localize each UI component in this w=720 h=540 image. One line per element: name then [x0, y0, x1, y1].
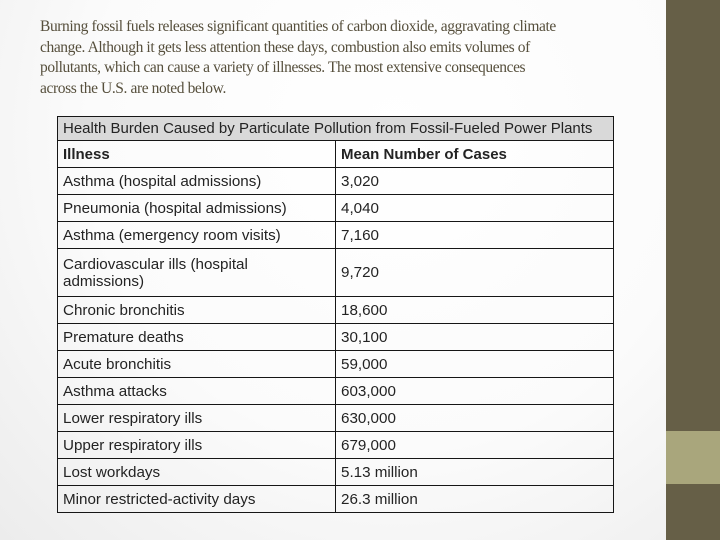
cases-cell: 4,040	[335, 194, 614, 222]
illness-cell: Pneumonia (hospital admissions)	[57, 194, 336, 222]
illness-cell: Chronic bronchitis	[57, 296, 336, 324]
table-header-row: Illness Mean Number of Cases	[57, 140, 614, 168]
illness-cell: Asthma (emergency room visits)	[57, 221, 336, 249]
right-decoration-accent-square	[666, 431, 720, 484]
table-row: Upper respiratory ills 679,000	[57, 431, 614, 459]
illness-cell: Upper respiratory ills	[57, 431, 336, 459]
cases-cell: 59,000	[335, 350, 614, 378]
illness-cell: Asthma attacks	[57, 377, 336, 405]
illness-cell: Lost workdays	[57, 458, 336, 486]
table-row: Minor restricted-activity days 26.3 mill…	[57, 485, 614, 513]
table-row: Asthma (emergency room visits) 7,160	[57, 221, 614, 249]
table-row: Lower respiratory ills 630,000	[57, 404, 614, 432]
cases-cell: 26.3 million	[335, 485, 614, 513]
illness-cell: Premature deaths	[57, 323, 336, 351]
illness-cell: Asthma (hospital admissions)	[57, 167, 336, 195]
cases-cell: 630,000	[335, 404, 614, 432]
intro-line: Burning fossil fuels releases significan…	[40, 18, 556, 35]
table-row: Lost workdays 5.13 million	[57, 458, 614, 486]
cases-cell: 18,600	[335, 296, 614, 324]
table-row: Pneumonia (hospital admissions) 4,040	[57, 194, 614, 222]
column-header-cases: Mean Number of Cases	[335, 140, 614, 168]
cases-cell: 9,720	[335, 248, 614, 297]
cases-cell: 679,000	[335, 431, 614, 459]
column-header-illness: Illness	[57, 140, 336, 168]
cases-cell: 7,160	[335, 221, 614, 249]
intro-line: across the U.S. are noted below.	[40, 79, 226, 97]
intro-line: change. Although it gets less attention …	[40, 38, 530, 56]
cases-cell: 603,000	[335, 377, 614, 405]
table-row: Asthma attacks 603,000	[57, 377, 614, 405]
table-row: Chronic bronchitis 18,600	[57, 296, 614, 324]
table-title-row: Health Burden Caused by Particulate Poll…	[57, 116, 614, 141]
illness-cell: Minor restricted-activity days	[57, 485, 336, 513]
table-row: Acute bronchitis 59,000	[57, 350, 614, 378]
table-row: Asthma (hospital admissions) 3,020	[57, 167, 614, 195]
table-row: Premature deaths 30,100	[57, 323, 614, 351]
table-title: Health Burden Caused by Particulate Poll…	[57, 116, 614, 141]
health-burden-table: Health Burden Caused by Particulate Poll…	[57, 116, 614, 513]
cases-cell: 5.13 million	[335, 458, 614, 486]
intro-line: pollutants, which can cause a variety of…	[40, 59, 526, 76]
intro-paragraph: Burning fossil fuels releases significan…	[40, 17, 650, 99]
illness-cell: Acute bronchitis	[57, 350, 336, 378]
cases-cell: 30,100	[335, 323, 614, 351]
illness-cell: Lower respiratory ills	[57, 404, 336, 432]
cases-cell: 3,020	[335, 167, 614, 195]
illness-cell: Cardiovascular ills (hospital admissions…	[57, 248, 336, 297]
table-row: Cardiovascular ills (hospital admissions…	[57, 248, 614, 297]
